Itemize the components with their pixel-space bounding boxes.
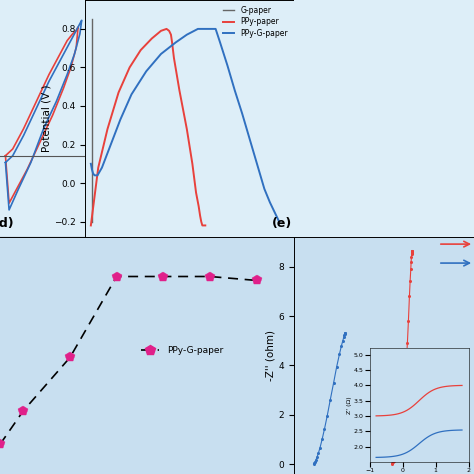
X-axis label: Ag/AgCl): Ag/AgCl) [24,258,61,267]
X-axis label: Time (s): Time (s) [165,258,214,268]
Legend: PPy-G-paper: PPy-G-paper [138,343,227,359]
Text: (d): (d) [0,217,15,230]
Text: (e): (e) [272,217,292,230]
Legend: G-paper, PPy-paper, PPy-G-paper: G-paper, PPy-paper, PPy-G-paper [220,4,290,40]
Y-axis label: Potential (V ): Potential (V ) [41,85,51,152]
Y-axis label: -Z'' (ohm): -Z'' (ohm) [265,330,275,381]
